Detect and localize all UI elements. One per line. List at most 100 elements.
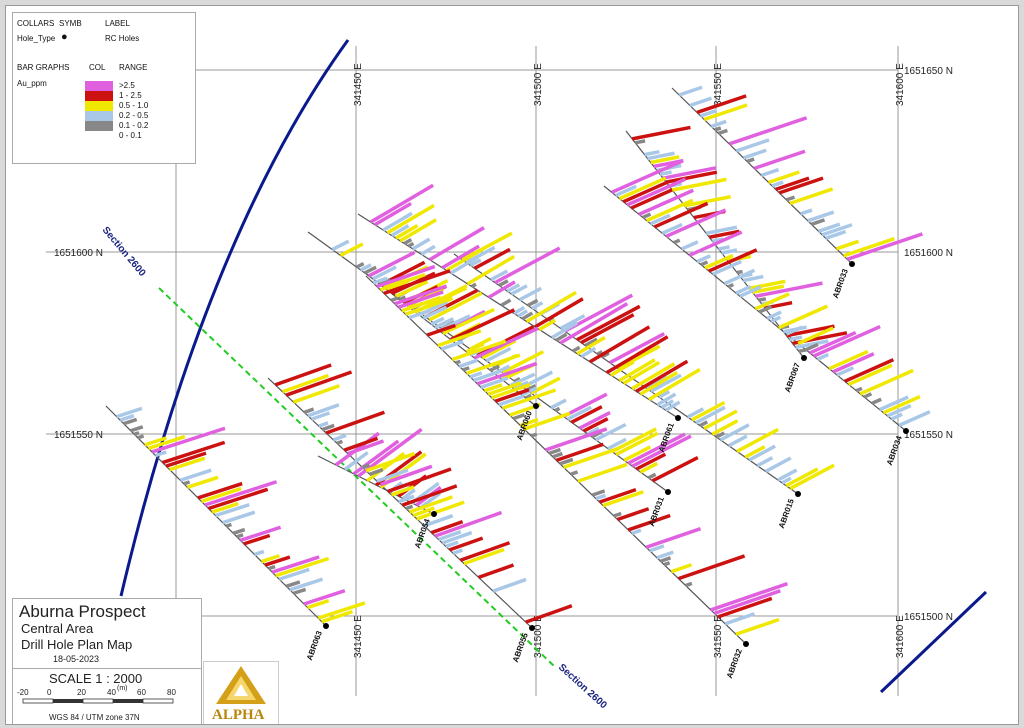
grade-bar <box>491 382 531 400</box>
collar-icon[interactable] <box>903 428 909 434</box>
grade-bar <box>781 476 792 485</box>
grade-bar <box>513 377 521 383</box>
grade-bar <box>789 187 834 206</box>
section-line <box>158 287 555 667</box>
grade-bar <box>770 315 782 324</box>
northing-label: 1651500 N <box>904 612 953 623</box>
grade-bar <box>810 218 826 226</box>
grade-bar <box>739 285 762 298</box>
grade-bar <box>778 304 829 330</box>
grade-bar <box>281 373 329 394</box>
collar-icon[interactable] <box>533 403 539 409</box>
grade-bar <box>405 504 414 511</box>
scale-unit: (m) <box>117 685 128 692</box>
grade-bar <box>359 263 372 272</box>
grade-bar <box>462 366 470 372</box>
legend-swatch <box>85 121 113 131</box>
legend-col: COL <box>89 63 106 72</box>
collar-icon[interactable] <box>529 625 535 631</box>
scale-tick-label: 20 <box>77 688 86 697</box>
grade-bar <box>656 550 674 560</box>
grade-bar <box>721 248 738 255</box>
grade-bar <box>487 381 522 396</box>
grade-bar <box>310 411 331 421</box>
grade-bar <box>735 284 752 295</box>
grade-bar <box>554 406 561 413</box>
collar-icon[interactable] <box>849 261 855 267</box>
grade-bar <box>551 321 579 340</box>
grade-bar <box>660 399 675 410</box>
grade-bar <box>882 395 921 415</box>
grade-bar <box>797 326 834 346</box>
grade-bar <box>552 451 563 459</box>
grade-bar <box>401 295 442 313</box>
grade-bar <box>631 434 692 468</box>
grade-bar <box>771 180 784 188</box>
grade-bar <box>602 490 644 508</box>
grade-bar <box>742 274 764 283</box>
easting-label: 341600 E <box>895 615 906 658</box>
grade-bar <box>742 148 767 160</box>
collar-icon[interactable] <box>801 355 807 361</box>
grade-bar <box>521 311 534 321</box>
grade-bar <box>398 494 415 504</box>
grade-bar <box>395 224 419 240</box>
grade-bar <box>422 305 448 320</box>
grade-bar <box>530 432 538 438</box>
grade-bar <box>717 128 728 136</box>
grade-bar <box>332 433 347 442</box>
northing-label: 1651550 N <box>904 430 953 441</box>
grade-bar <box>442 307 495 336</box>
collar-icon[interactable] <box>795 491 801 497</box>
grade-bar <box>325 410 385 435</box>
grade-bar <box>450 308 516 342</box>
legend-swatch <box>85 111 113 121</box>
grade-bar <box>727 434 748 448</box>
grade-bar <box>394 284 448 306</box>
easting-label: 341500 E <box>533 63 544 106</box>
grade-bar <box>441 244 480 270</box>
grade-bar <box>466 254 516 286</box>
hole-label: ABR061 <box>657 421 676 453</box>
grade-bar <box>494 388 530 403</box>
collar-icon[interactable] <box>431 511 437 517</box>
collar-icon[interactable] <box>743 641 749 647</box>
grade-bar <box>627 432 686 465</box>
grade-bar <box>665 170 718 184</box>
grade-bar <box>758 297 767 302</box>
grade-bar <box>469 258 482 267</box>
map-canvas[interactable]: 341450 E 341450 E 341500 E 341500 E 341550 E… <box>5 5 1019 725</box>
hole-label: ABR031 <box>647 495 666 527</box>
grade-bar <box>404 296 454 316</box>
collar-icon[interactable] <box>323 623 329 629</box>
grade-bar <box>498 394 525 407</box>
grade-bar <box>576 335 606 356</box>
collar-icon[interactable] <box>675 415 681 421</box>
legend-swatch <box>85 131 113 141</box>
grade-bar <box>835 239 860 251</box>
grade-bar <box>712 259 742 276</box>
company-logo: ALPHA <box>203 661 279 724</box>
grade-bar <box>448 536 484 552</box>
grade-bar <box>859 368 914 396</box>
grade-bar <box>426 323 456 337</box>
grade-bar <box>407 241 415 248</box>
grade-bar <box>275 556 330 578</box>
grade-bar <box>572 345 581 353</box>
grade-bar <box>538 318 557 332</box>
grade-bar <box>476 361 538 386</box>
collar-icon[interactable] <box>665 489 671 495</box>
grade-bar <box>890 412 903 421</box>
easting-label: 341450 E <box>353 63 364 106</box>
grade-bar <box>696 94 747 115</box>
grade-bar <box>594 422 627 442</box>
grade-bar <box>437 329 482 348</box>
grade-bar <box>494 246 561 285</box>
grade-bar <box>818 222 841 233</box>
grade-bar <box>756 456 774 468</box>
legend-symb: SYMB <box>59 19 82 28</box>
hole-label: ABR015 <box>777 497 796 529</box>
grade-bar <box>659 170 672 176</box>
grade-bar <box>481 339 517 360</box>
grade-bar <box>680 240 699 251</box>
